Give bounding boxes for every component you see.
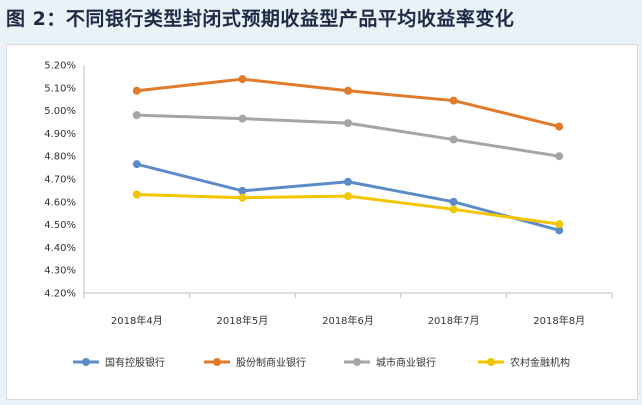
- legend-marker: [487, 358, 495, 366]
- data-point: [344, 119, 352, 128]
- data-point: [449, 96, 458, 105]
- data-point: [449, 135, 458, 144]
- data-point: [132, 86, 141, 95]
- data-point: [344, 177, 352, 186]
- legend-label: 股份制商业银行: [236, 356, 306, 369]
- x-tick-label: 2018年6月: [322, 314, 374, 327]
- data-point: [132, 111, 141, 120]
- y-tick-label: 4.50%: [44, 220, 76, 231]
- y-tick-label: 4.60%: [44, 197, 76, 208]
- data-point: [132, 190, 141, 199]
- y-tick-label: 4.40%: [44, 243, 76, 254]
- legend-label: 农村金融机构: [510, 356, 570, 369]
- data-point: [238, 186, 247, 195]
- y-tick-label: 5.00%: [44, 106, 76, 117]
- data-point: [555, 122, 564, 131]
- x-tick-label: 2018年5月: [216, 314, 268, 327]
- y-tick-label: 4.90%: [44, 129, 76, 140]
- data-point: [555, 220, 564, 229]
- data-point: [344, 86, 352, 95]
- data-point: [238, 193, 247, 202]
- y-tick-label: 4.20%: [44, 289, 76, 300]
- y-tick-label: 5.20%: [44, 61, 76, 72]
- legend-marker: [213, 358, 221, 366]
- x-tick-label: 2018年8月: [533, 314, 585, 327]
- data-point: [449, 205, 458, 214]
- legend-marker: [353, 358, 361, 366]
- data-point: [238, 75, 247, 84]
- x-tick-label: 2018年7月: [428, 314, 480, 327]
- chart-title: 图 2：不同银行类型封闭式预期收益型产品平均收益率变化: [6, 8, 515, 30]
- y-tick-label: 4.70%: [44, 175, 76, 186]
- y-tick-label: 4.80%: [44, 152, 76, 163]
- legend-marker: [82, 358, 90, 366]
- data-point: [555, 152, 564, 161]
- legend-label: 国有控股银行: [105, 356, 165, 369]
- data-point: [555, 226, 564, 235]
- data-point: [344, 192, 352, 201]
- y-tick-label: 4.30%: [44, 266, 76, 277]
- data-point: [449, 197, 458, 206]
- x-tick-label: 2018年4月: [111, 314, 163, 327]
- data-point: [132, 160, 141, 169]
- legend-label: 城市商业银行: [376, 356, 436, 369]
- y-tick-label: 5.10%: [44, 83, 76, 94]
- data-point: [238, 114, 247, 123]
